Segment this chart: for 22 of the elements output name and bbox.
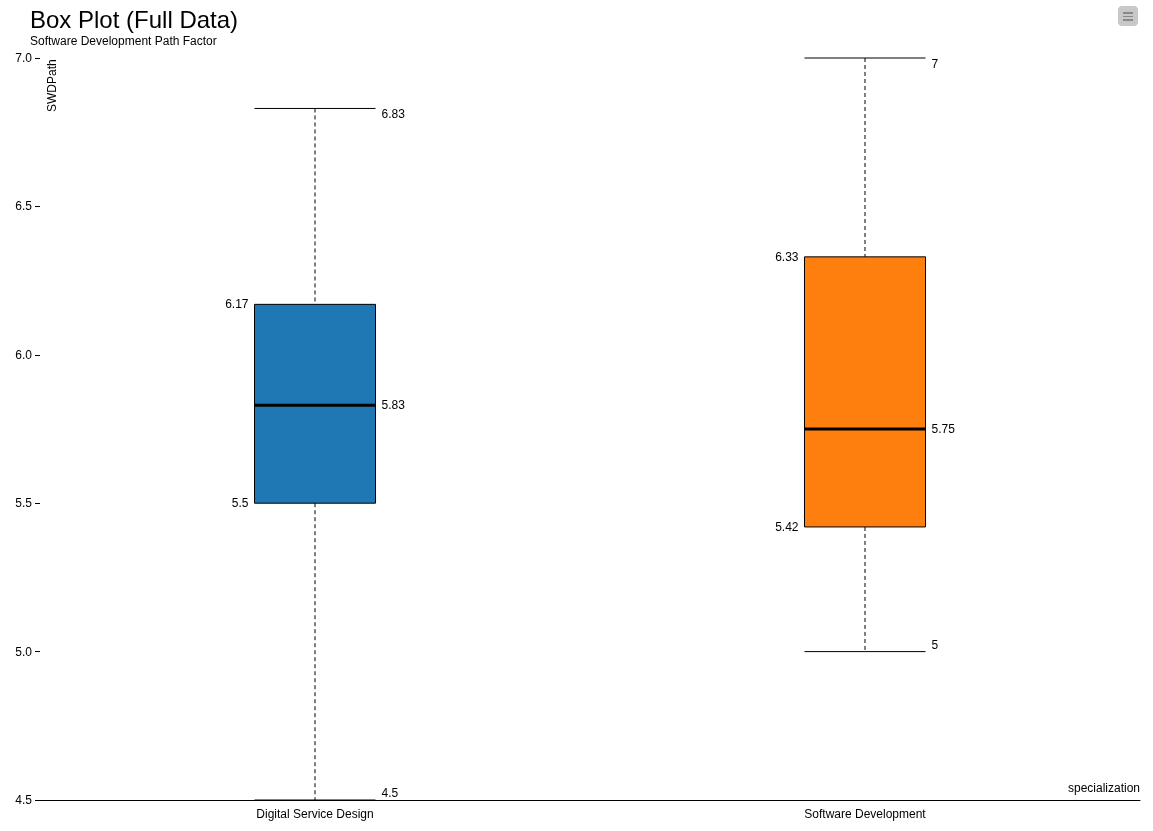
y-tick-label: 5.5 xyxy=(15,496,33,511)
x-axis-title: specialization xyxy=(1067,781,1141,795)
annotation: 6.83 xyxy=(381,107,406,122)
x-tick-label: Software Development xyxy=(804,807,927,821)
annotation: 6.33 xyxy=(775,249,799,264)
y-axis-title: SWDPath xyxy=(45,59,59,112)
y-tick-label: 5.0 xyxy=(15,644,33,659)
annotation: 5.75 xyxy=(931,422,956,436)
annotation: 4.5 xyxy=(381,786,399,800)
y-tick-label: 6.0 xyxy=(15,347,33,362)
chart-title: Box Plot (Full Data) xyxy=(30,5,239,33)
y-tick-label: 7.0 xyxy=(15,51,33,65)
annotation: 5.83 xyxy=(381,398,406,413)
y-tick-label: 4.5 xyxy=(15,793,33,807)
annotation: 7 xyxy=(931,57,939,71)
annotation: 5.5 xyxy=(231,496,249,511)
annotation: 5.42 xyxy=(775,519,799,534)
chart-subtitle: Software Development Path Factor xyxy=(30,34,217,48)
annotation: 6.17 xyxy=(225,297,249,312)
y-tick-label: 6.5 xyxy=(15,199,33,214)
annotation: 5 xyxy=(931,637,939,652)
x-tick-label: Digital Service Design xyxy=(256,807,374,821)
